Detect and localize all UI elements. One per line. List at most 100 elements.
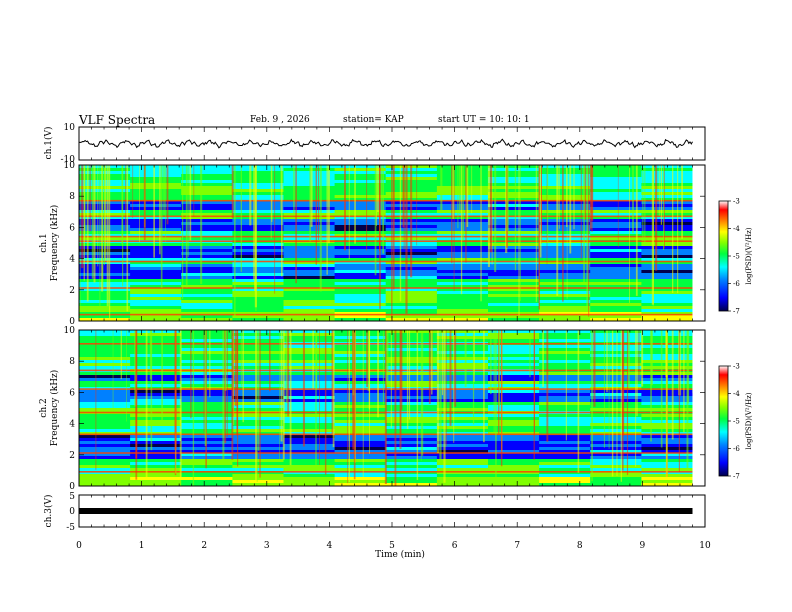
spectrogram-cell	[181, 261, 233, 265]
spectrogram-cell	[232, 207, 284, 211]
spectrogram-cell	[641, 285, 693, 289]
sferic-streak	[377, 330, 379, 418]
spectrogram-cell	[232, 246, 284, 250]
spectrogram-cell	[334, 270, 387, 274]
sferic-streak	[399, 330, 402, 449]
spectrogram-cell	[641, 183, 693, 187]
spectrogram-cell	[539, 306, 591, 310]
sferic-streak	[289, 330, 292, 466]
spectrogram-cell	[130, 216, 182, 220]
spectrogram-cell	[488, 345, 540, 349]
spectrogram-cell	[181, 312, 233, 316]
spectrogram-cell	[539, 315, 591, 319]
spectrogram-cell	[334, 210, 387, 214]
spectrogram-cell	[283, 276, 336, 280]
spectrogram-cell	[79, 372, 131, 376]
spectrogram-cell	[283, 426, 336, 430]
spectrogram-cell	[436, 288, 489, 292]
spectrogram-cell	[283, 408, 336, 412]
spectrogram-cell	[385, 303, 438, 307]
spectrogram-cell	[130, 447, 182, 451]
spectrogram-cell	[283, 285, 336, 289]
spectrogram-cell	[488, 441, 540, 445]
spectrogram-cell	[385, 279, 438, 283]
spectrogram-cell	[436, 297, 489, 301]
ch1-waveform-ylabel: ch.1(V)	[43, 127, 54, 160]
spectrogram-cell	[488, 357, 540, 361]
sferic-streak	[399, 165, 402, 302]
spectrogram-cell	[283, 390, 336, 394]
sferic-streak	[537, 165, 539, 253]
sferic-streak	[392, 165, 395, 290]
sferic-streak	[352, 330, 354, 413]
spectrogram-cell	[539, 165, 591, 169]
sferic-streak	[410, 165, 413, 278]
spectrogram-cell	[539, 405, 591, 409]
spectrogram-cell	[385, 315, 438, 319]
sferic-streak	[678, 330, 680, 396]
spectrogram-cell	[130, 288, 182, 292]
sferic-streak	[473, 330, 475, 382]
spectrogram-cell	[79, 462, 131, 466]
spectrogram-cell	[181, 213, 233, 217]
spectrogram-cell	[436, 267, 489, 271]
sferic-streak	[231, 330, 234, 460]
sferic-streak	[368, 330, 371, 410]
spectrogram-cell	[488, 303, 540, 307]
spectrogram-cell	[79, 291, 131, 295]
spectrogram-cell	[79, 483, 131, 487]
sferic-streak	[145, 330, 148, 478]
spectrogram-cell	[181, 477, 233, 481]
spectrogram-cell	[590, 195, 642, 199]
spectrogram-cell	[436, 243, 489, 247]
spectrogram-line	[79, 240, 693, 242]
spectrogram-cell	[539, 291, 591, 295]
spectrogram-cell	[539, 318, 591, 322]
spectrogram-cell	[590, 213, 642, 217]
spectrogram-cell	[385, 366, 438, 370]
spectrogram-cell	[334, 447, 387, 451]
spectrogram-cell	[334, 426, 387, 430]
spectrogram-cell	[590, 366, 642, 370]
spectrogram-cell	[641, 186, 693, 190]
spectrogram-cell	[334, 228, 387, 232]
spectrogram-cell	[232, 465, 284, 469]
spectrogram-cell	[488, 465, 540, 469]
spectrogram-cell	[539, 252, 591, 256]
spectrogram-cell	[641, 168, 693, 172]
sferic-streak	[562, 165, 564, 302]
spectrogram-cell	[130, 306, 182, 310]
spectrogram-cell	[385, 333, 438, 337]
spectrogram-cell	[232, 258, 284, 262]
spectrogram-cell	[385, 294, 438, 298]
spectrogram-cell	[641, 210, 693, 214]
spectrogram-cell	[590, 258, 642, 262]
spectrogram-cell	[334, 294, 387, 298]
spectrogram-cell	[641, 207, 693, 211]
spectrogram-cell	[488, 456, 540, 460]
spectrogram-cell	[539, 198, 591, 202]
spectrogram-cell	[181, 231, 233, 235]
spectrogram-cell	[232, 282, 284, 286]
sferic-streak	[569, 165, 572, 254]
spectrogram-cell	[181, 180, 233, 184]
sferic-streak	[541, 165, 542, 234]
spectrogram-cell	[283, 483, 336, 487]
sferic-streak	[236, 330, 238, 436]
spectrogram-cell	[590, 198, 642, 202]
spectrogram-cell	[79, 393, 131, 397]
spectrogram-cell	[232, 285, 284, 289]
spectrogram-cell	[79, 408, 131, 412]
spectrogram-cell	[590, 399, 642, 403]
sferic-streak	[319, 330, 320, 465]
sferic-streak	[490, 330, 492, 395]
frequency-tick-label: 2	[69, 286, 75, 296]
ch2-colorbar	[718, 365, 729, 477]
spectrogram-cell	[436, 435, 489, 439]
spectrogram-cell	[283, 315, 336, 319]
spectrogram-cell	[488, 474, 540, 478]
sferic-streak	[660, 330, 663, 448]
spectrogram-cell	[488, 336, 540, 340]
spectrogram-cell	[539, 183, 591, 187]
sferic-streak	[366, 330, 368, 387]
